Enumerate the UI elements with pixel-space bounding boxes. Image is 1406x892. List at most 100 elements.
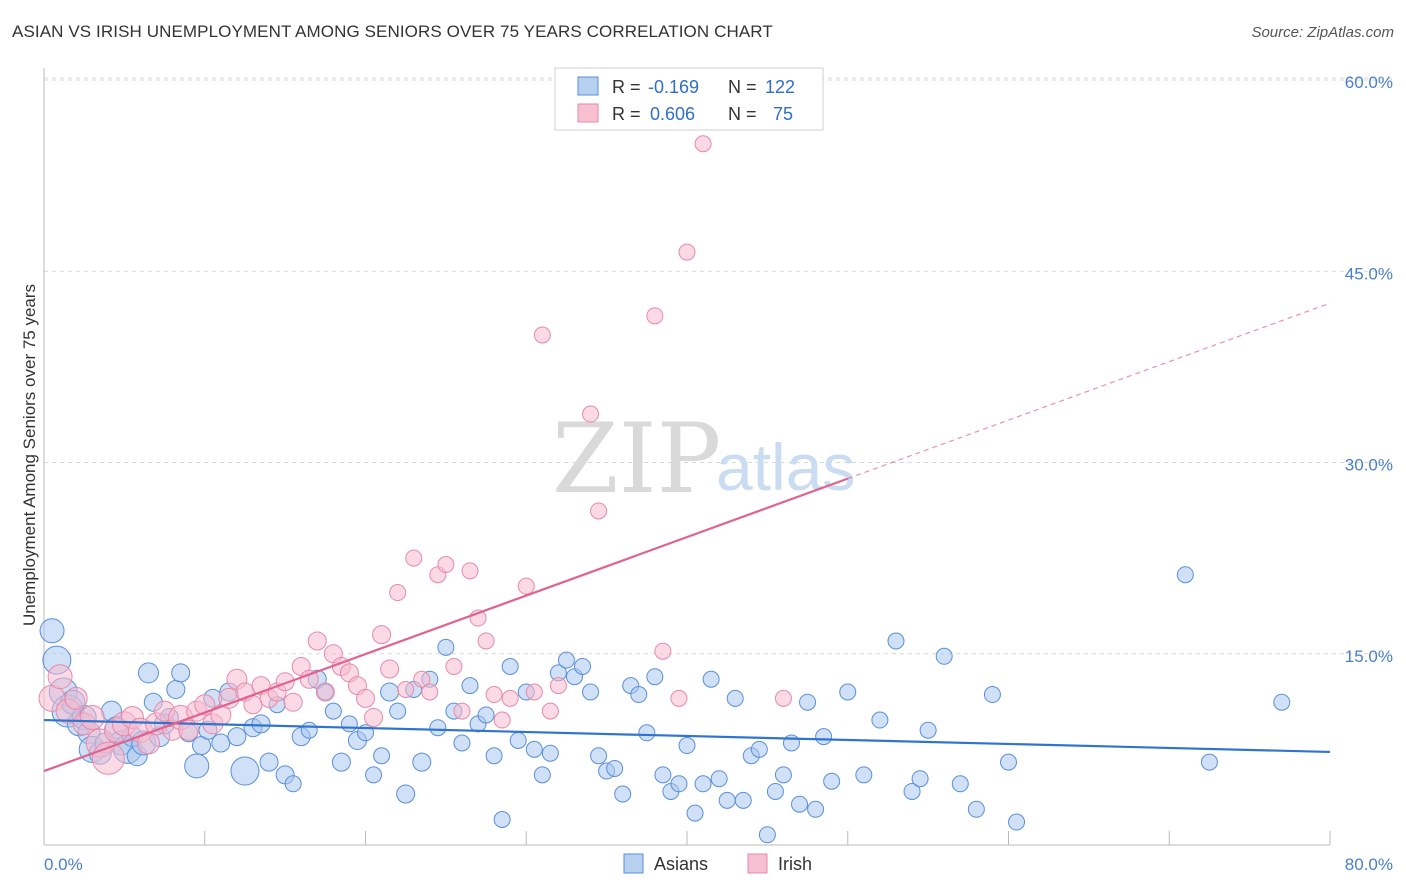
irish-point xyxy=(397,680,415,698)
legend-n-label-asians: N = xyxy=(728,77,757,97)
y-tick-label-15: 15.0% xyxy=(1345,647,1393,666)
asians-point xyxy=(911,770,929,788)
asians-point xyxy=(331,752,351,772)
x-tick-label-max: 80.0% xyxy=(1345,855,1393,874)
y-tick-label-45: 45.0% xyxy=(1345,264,1393,283)
asians-point xyxy=(654,766,672,784)
asians-point xyxy=(137,662,159,684)
asians-point xyxy=(903,782,921,800)
asians-point xyxy=(710,770,728,788)
asians-point xyxy=(702,670,720,688)
asians-point xyxy=(184,753,210,779)
asians-point xyxy=(967,800,985,818)
asians-point xyxy=(951,775,969,793)
irish-point xyxy=(582,405,600,423)
y-tick-label-30: 30.0% xyxy=(1345,456,1393,475)
chart-title: ASIAN VS IRISH UNEMPLOYMENT AMONG SENIOR… xyxy=(12,22,773,41)
asians-point xyxy=(533,766,551,784)
irish-point xyxy=(64,686,88,710)
irish-point xyxy=(389,584,407,602)
irish-point xyxy=(437,556,455,573)
irish-point xyxy=(533,326,551,344)
asians-point xyxy=(718,791,736,809)
trend-lines xyxy=(43,302,1331,773)
legend-n-value-irish: 75 xyxy=(773,104,793,124)
asians-point xyxy=(815,728,833,746)
asians-point xyxy=(614,785,632,803)
asians-point xyxy=(935,647,953,665)
asians-point xyxy=(871,711,889,729)
watermark: ZIP atlas xyxy=(552,403,855,515)
irish-point xyxy=(493,711,511,729)
asians-point xyxy=(251,714,271,734)
asians-point xyxy=(670,775,688,793)
legend-swatch-irish xyxy=(577,103,599,123)
asians-point xyxy=(453,734,471,752)
asians-point xyxy=(638,724,656,742)
irish-point xyxy=(413,670,431,688)
asians-point xyxy=(365,766,383,784)
irish-point xyxy=(356,688,375,708)
asians-point xyxy=(230,756,260,786)
irish-point xyxy=(654,642,672,660)
irish-point xyxy=(694,135,712,153)
irish-point xyxy=(79,705,105,730)
y-tick-label-60: 60.0% xyxy=(1345,73,1393,92)
asians-point xyxy=(606,760,624,777)
asians-point xyxy=(227,727,247,747)
irish-trend-line-extension xyxy=(847,302,1331,480)
asians-point xyxy=(919,721,937,739)
irish-point xyxy=(405,549,423,567)
asians-point xyxy=(259,752,279,772)
asians-point xyxy=(1273,693,1291,711)
irish-point xyxy=(421,683,439,701)
asians-point xyxy=(340,715,358,733)
asians-point xyxy=(396,784,416,804)
gridlines xyxy=(44,77,1393,655)
irish-point xyxy=(670,689,688,707)
asians-point xyxy=(1000,753,1017,771)
legend-r-label-asians: R = xyxy=(612,77,641,97)
legend-r-value-irish: 0.606 xyxy=(650,104,695,124)
asians-point xyxy=(501,658,519,675)
asians-point xyxy=(807,800,825,818)
irish-point xyxy=(461,562,479,580)
asians-point xyxy=(646,668,664,686)
asians-point xyxy=(39,618,65,644)
asians-point xyxy=(493,811,511,828)
asians-point xyxy=(211,733,231,753)
irish-point xyxy=(445,658,463,675)
irish-point xyxy=(380,659,400,679)
irish-point xyxy=(275,672,295,692)
source-label: Source: ZipAtlas.com xyxy=(1251,24,1394,41)
irish-point xyxy=(299,669,319,689)
asians-point xyxy=(477,706,495,724)
asians-point xyxy=(750,740,768,758)
legend-bottom-swatch-asians[interactable] xyxy=(623,853,644,874)
legend-n-label-irish: N = xyxy=(728,104,757,124)
asians-point xyxy=(509,731,527,749)
asians-point xyxy=(1200,753,1218,771)
irish-point xyxy=(774,689,792,707)
irish-point xyxy=(485,686,503,704)
asians-point xyxy=(799,693,817,711)
irish-point xyxy=(453,702,471,720)
legend-r-label-irish: R = xyxy=(612,104,641,124)
watermark-atlas: atlas xyxy=(716,430,855,504)
asians-point xyxy=(686,804,704,822)
legend-bottom-label-irish[interactable]: Irish xyxy=(778,854,812,874)
asians-point xyxy=(380,682,400,702)
legend-bottom-label-asians[interactable]: Asians xyxy=(654,854,708,874)
asians-point xyxy=(766,782,784,800)
asians-point xyxy=(983,686,1001,704)
irish-point xyxy=(590,502,608,520)
asians-point xyxy=(284,775,302,793)
asians-point xyxy=(758,826,776,844)
series-legend: Asians Irish xyxy=(623,853,812,874)
asians-point xyxy=(412,752,432,772)
asians-point xyxy=(461,677,479,695)
legend-bottom-swatch-irish[interactable] xyxy=(747,853,768,874)
asians-point xyxy=(855,766,873,784)
x-tick-marks xyxy=(43,831,1331,845)
